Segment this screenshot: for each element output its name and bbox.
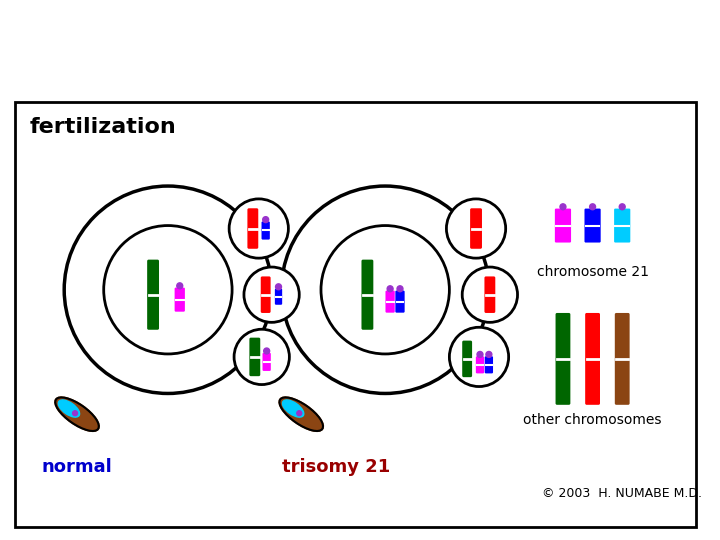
Circle shape (73, 411, 78, 416)
Circle shape (104, 226, 232, 354)
Text: © 2003  H. NUMABE M.D.: © 2003 H. NUMABE M.D. (542, 487, 702, 500)
FancyBboxPatch shape (395, 291, 405, 313)
FancyBboxPatch shape (147, 260, 159, 330)
Circle shape (560, 204, 566, 210)
Circle shape (462, 267, 518, 322)
FancyBboxPatch shape (485, 356, 493, 373)
Circle shape (397, 286, 403, 292)
Circle shape (234, 329, 289, 384)
Circle shape (244, 267, 300, 322)
FancyBboxPatch shape (470, 208, 482, 249)
Ellipse shape (55, 397, 99, 431)
Circle shape (276, 284, 282, 290)
FancyBboxPatch shape (261, 276, 271, 313)
Circle shape (477, 352, 483, 357)
FancyBboxPatch shape (175, 288, 185, 312)
FancyBboxPatch shape (585, 313, 600, 405)
Ellipse shape (282, 400, 304, 417)
FancyBboxPatch shape (361, 260, 374, 330)
Circle shape (619, 204, 625, 210)
FancyBboxPatch shape (485, 276, 495, 313)
Circle shape (264, 348, 269, 354)
FancyBboxPatch shape (462, 341, 472, 377)
FancyBboxPatch shape (476, 356, 484, 373)
Circle shape (446, 199, 505, 258)
Circle shape (486, 352, 492, 357)
FancyBboxPatch shape (275, 288, 282, 305)
FancyBboxPatch shape (555, 208, 571, 242)
Circle shape (282, 186, 489, 394)
FancyBboxPatch shape (614, 208, 630, 242)
Text: other chromosomes: other chromosomes (523, 413, 662, 427)
FancyBboxPatch shape (249, 338, 260, 376)
FancyBboxPatch shape (261, 221, 270, 240)
Circle shape (297, 411, 302, 416)
Ellipse shape (58, 400, 80, 417)
FancyBboxPatch shape (585, 208, 600, 242)
Text: fertilization: fertilization (30, 117, 176, 137)
Circle shape (321, 226, 449, 354)
Circle shape (64, 186, 271, 394)
Circle shape (449, 327, 508, 387)
Circle shape (263, 217, 269, 222)
Circle shape (177, 283, 183, 289)
Circle shape (387, 286, 393, 292)
FancyBboxPatch shape (263, 353, 271, 371)
Ellipse shape (279, 397, 323, 431)
FancyBboxPatch shape (615, 313, 629, 405)
FancyBboxPatch shape (385, 291, 395, 313)
FancyBboxPatch shape (248, 208, 258, 249)
FancyBboxPatch shape (556, 313, 570, 405)
Circle shape (229, 199, 289, 258)
Text: normal: normal (42, 458, 112, 476)
Bar (15, 102, 696, 527)
Text: trisomy 21: trisomy 21 (282, 458, 390, 476)
Text: chromosome 21: chromosome 21 (536, 265, 649, 279)
Circle shape (590, 204, 595, 210)
